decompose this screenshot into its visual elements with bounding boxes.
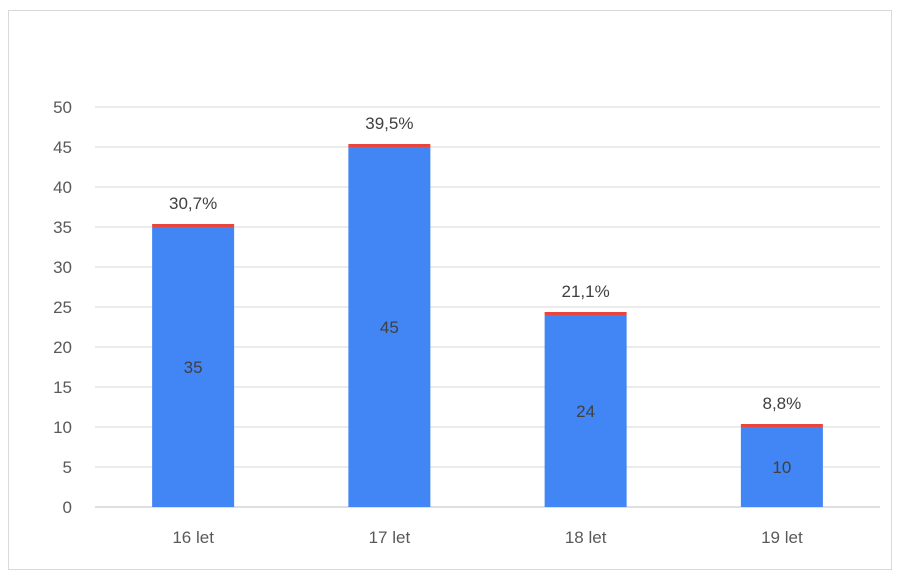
bar-value-label: 24	[576, 402, 595, 421]
y-tick-label: 0	[63, 498, 72, 517]
y-tick-label: 30	[53, 258, 72, 277]
bar-cap	[348, 144, 431, 147]
bar-value-label: 35	[184, 358, 203, 377]
bar-cap	[740, 424, 823, 427]
bar-chart: 0 5 10 15 20 25 30 35 40 45 50 35 30,7% 16 let 45 39,5%…	[53, 98, 880, 547]
x-category-label: 17 let	[369, 528, 411, 547]
bar	[740, 427, 823, 507]
y-tick-label: 15	[53, 378, 72, 397]
bar-percent-label: 21,1%	[562, 282, 610, 301]
y-tick-label: 5	[63, 458, 72, 477]
y-tick-label: 45	[53, 138, 72, 157]
bar-percent-label: 39,5%	[365, 114, 413, 133]
bar-percent-label: 8,8%	[763, 394, 802, 413]
y-tick-label: 50	[53, 98, 72, 117]
x-category-label: 16 let	[172, 528, 214, 547]
bar-cap	[544, 312, 627, 315]
y-tick-label: 25	[53, 298, 72, 317]
bar-percent-label: 30,7%	[169, 194, 217, 213]
bar-cap	[152, 224, 235, 227]
y-tick-label: 35	[53, 218, 72, 237]
y-tick-label: 10	[53, 418, 72, 437]
bar	[152, 227, 235, 507]
y-tick-label: 20	[53, 338, 72, 357]
x-category-label: 18 let	[565, 528, 607, 547]
bar	[348, 147, 431, 507]
bar	[544, 315, 627, 507]
y-tick-label: 40	[53, 178, 72, 197]
x-category-label: 19 let	[761, 528, 803, 547]
bar-value-label: 45	[380, 318, 399, 337]
bar-value-label: 10	[772, 458, 791, 477]
